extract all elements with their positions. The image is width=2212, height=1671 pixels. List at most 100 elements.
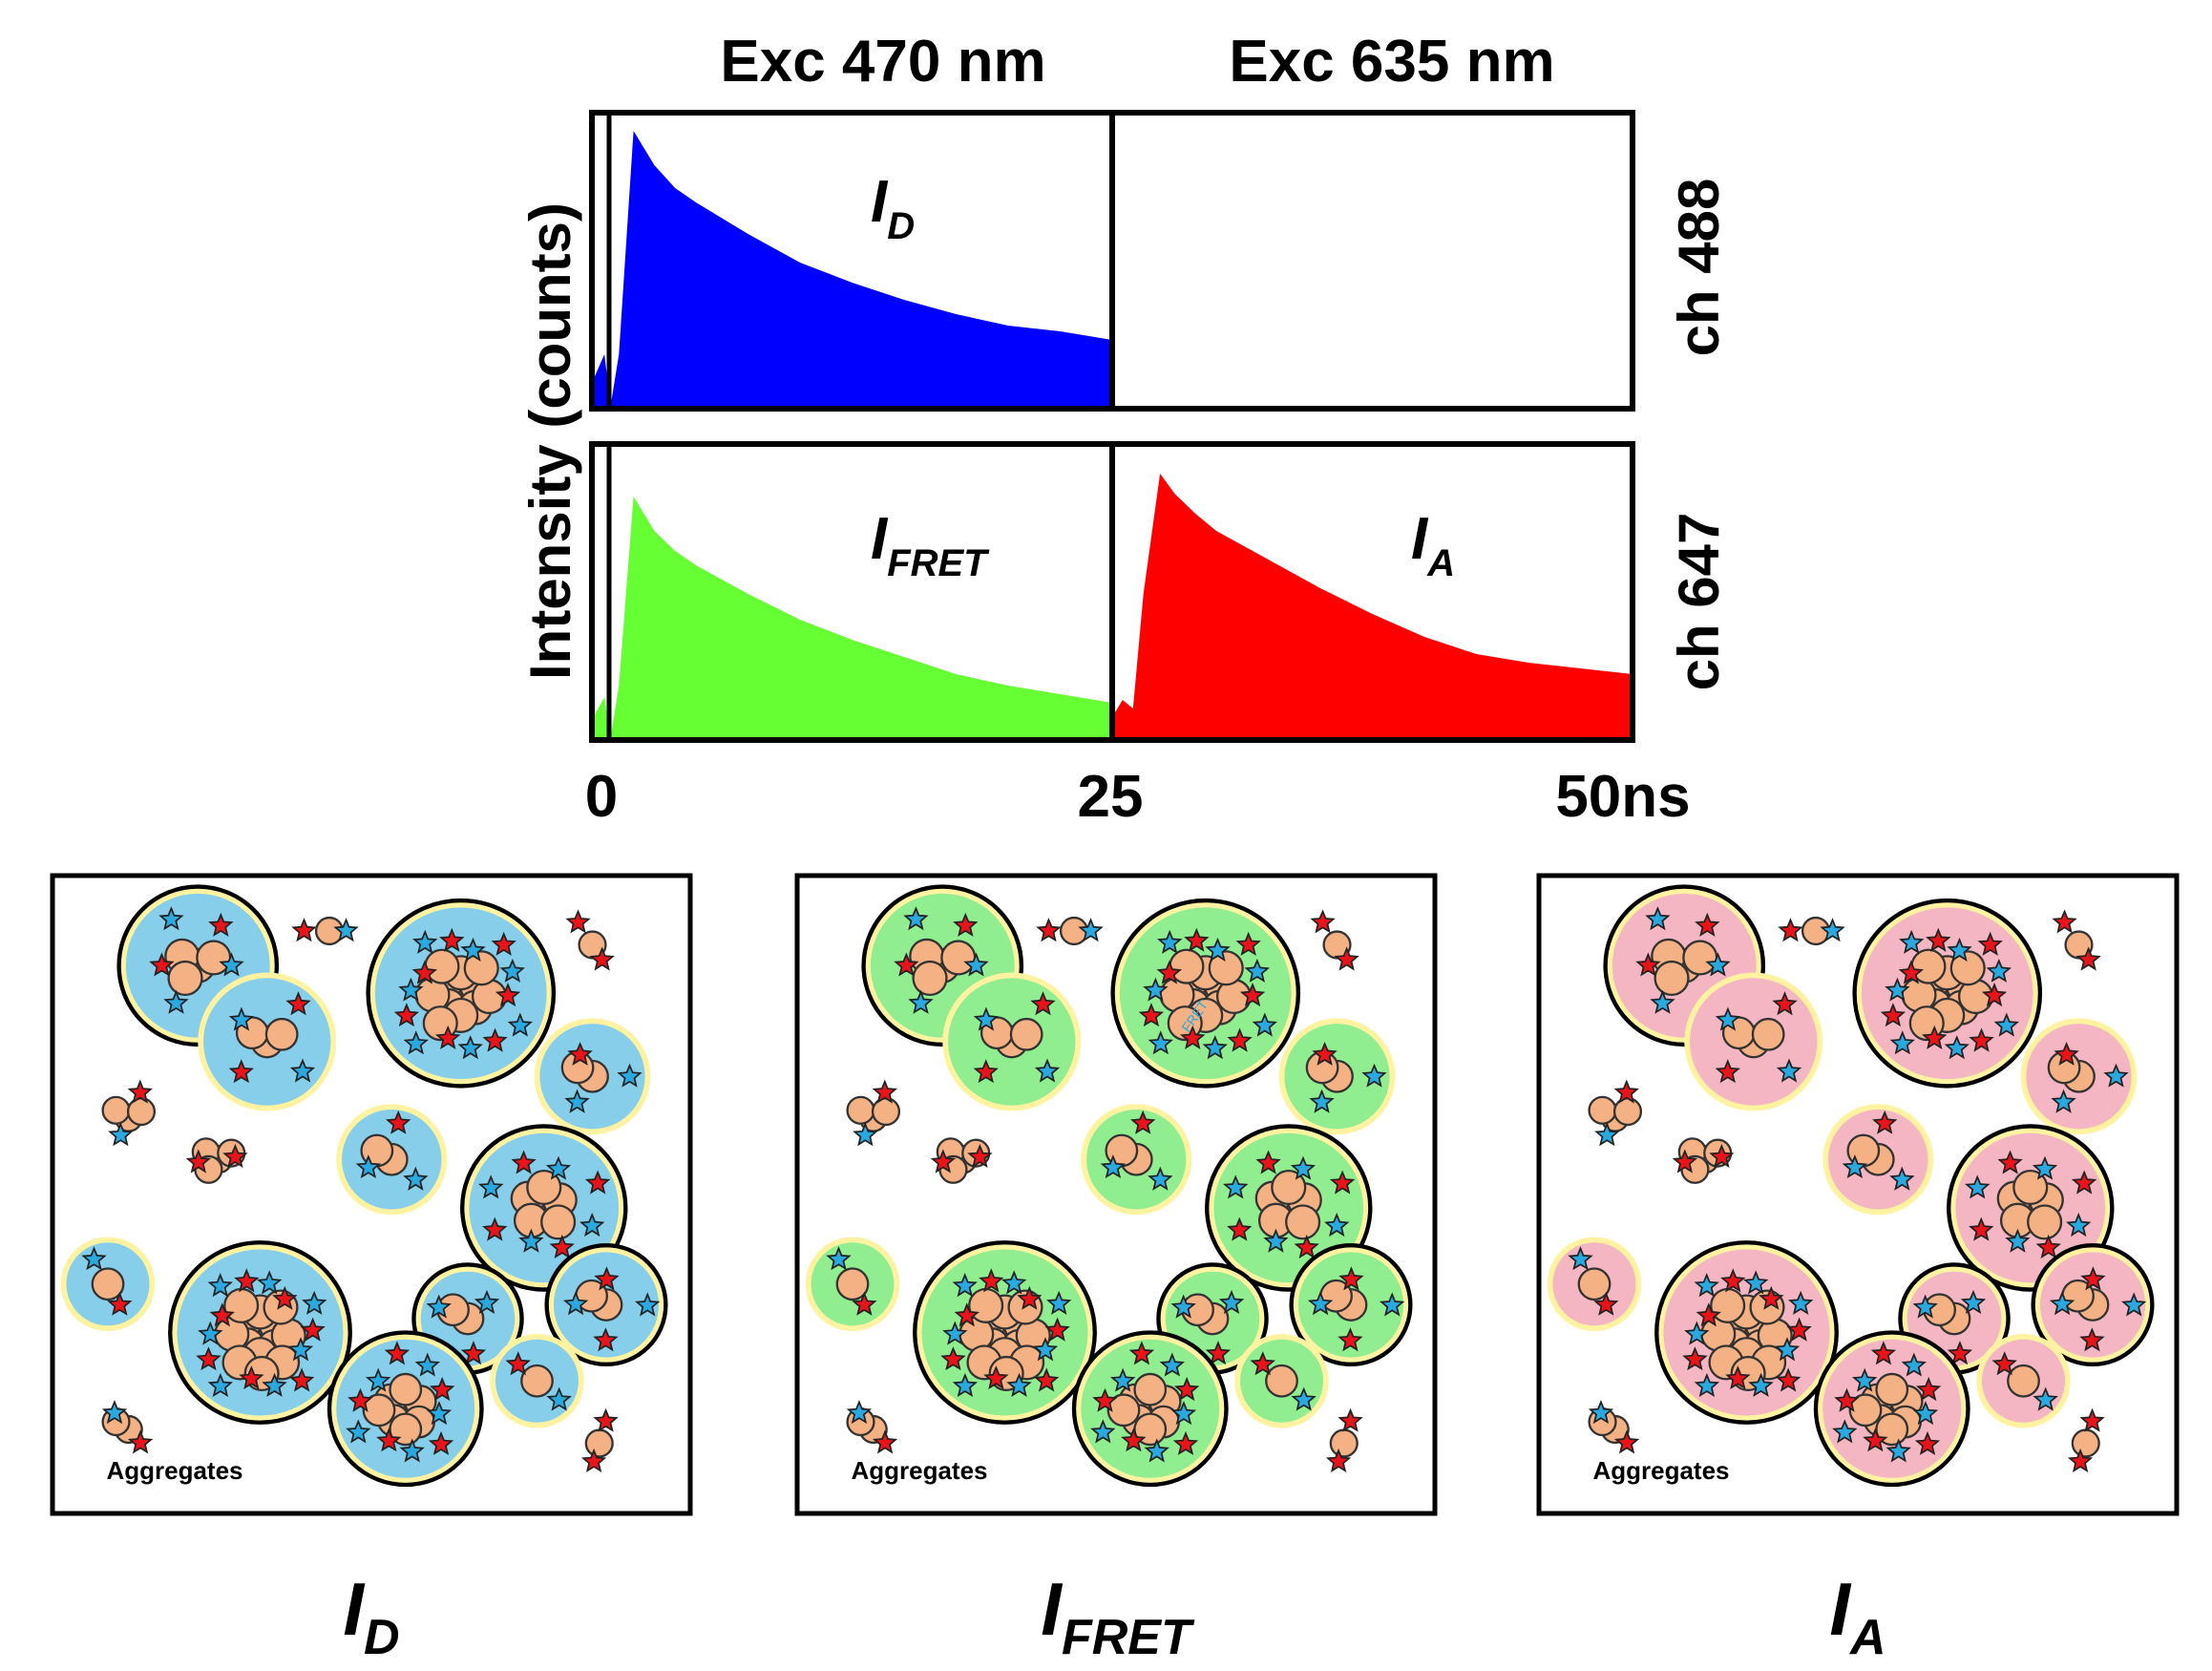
panel-title: IFRET (1041, 1567, 1195, 1665)
fluorophore-star-icon (1032, 1337, 1059, 1362)
protein-monomer (912, 960, 948, 997)
schematic-panel-1: Aggregates ID (50, 873, 693, 1665)
fluorophore-star-icon (1255, 1150, 1281, 1174)
series-label-ifret: IFRET (871, 506, 990, 584)
fluorophore-star-icon (2051, 1089, 2076, 1113)
fluorophore-star-icon (1997, 1150, 2023, 1174)
protein-monomer (463, 950, 499, 986)
fluorophore-star-icon (346, 1419, 371, 1444)
fluorophore-star-icon (1006, 1372, 1032, 1397)
protein-monomer (1949, 950, 1986, 986)
fluorophore-star-icon (1759, 1285, 1784, 1310)
fluorophore-star-icon (158, 906, 184, 931)
fluorophore-star-icon (1885, 1438, 1911, 1463)
fluorophore-star-icon (1981, 982, 2008, 1007)
fluorophore-star-icon (2071, 1170, 2097, 1195)
fluorophore-star-icon (460, 1341, 487, 1365)
fluorophore-star-icon (1969, 1216, 1994, 1241)
protein-monomer (1588, 1095, 1617, 1125)
fluorophore-star-icon (1100, 1154, 1127, 1179)
fluorophore-star-icon (2005, 1228, 2031, 1253)
protein-monomer (968, 1287, 1004, 1323)
fluorophore-star-icon (399, 1438, 425, 1463)
fluorophore-star-icon (1914, 1430, 1941, 1455)
aggregate-outline (116, 884, 280, 1047)
fluorophore-star-icon (1294, 1234, 1319, 1259)
fluorophore-star-icon (2075, 946, 2101, 971)
fluorophore-star-icon (2032, 1155, 2058, 1180)
fluorophore-star-icon (1748, 1372, 1774, 1397)
aggregate-outline (168, 1240, 352, 1425)
aggregate-outline (861, 884, 1024, 1047)
fluorophore-star-icon (1588, 1400, 1614, 1425)
fluorophore-star-icon (300, 1317, 326, 1342)
fluorophore-star-icon (384, 1341, 411, 1365)
fluorophore-star-icon (2080, 1266, 2106, 1291)
protein-monomer (223, 1287, 260, 1323)
fluorophore-star-icon (1239, 982, 1266, 1007)
fluorophore-star-icon (1034, 1058, 1061, 1083)
x-tick-0: 0 (585, 764, 618, 830)
fluorophore-star-icon (287, 1337, 314, 1362)
aggregate-outline (1654, 1240, 1839, 1425)
fluorophore-star-icon (1030, 991, 1056, 1016)
fluorophore-star-icon (1684, 1321, 1710, 1345)
fluorophore-star-icon (1001, 1270, 1027, 1295)
fluorophore-star-icon (852, 1291, 877, 1316)
fluorophore-star-icon (1788, 1290, 1814, 1315)
fluorophore-star-icon (1325, 1448, 1352, 1473)
fluorophore-star-icon (222, 1143, 248, 1169)
fluorophore-star-icon (398, 977, 424, 1002)
aggregate-outline (1110, 898, 1301, 1089)
fluorophore-star-icon (593, 1327, 619, 1352)
protein-monomer (1265, 1364, 1298, 1398)
fluorophore-star-icon (1786, 1317, 1812, 1342)
protein-monomer (584, 1428, 614, 1458)
fluorophore-star-icon (903, 906, 929, 931)
fluorophore-star-icon (1594, 1122, 1620, 1147)
fluorophore-star-icon (952, 1372, 979, 1398)
x-tick-50ns: 50ns (1555, 764, 1690, 830)
fluorophore-star-icon (1912, 1401, 1939, 1426)
aggregates-caption: Aggregates (1592, 1456, 1729, 1485)
fluorophore-star-icon (564, 1089, 590, 1113)
fluorophore-star-icon (1705, 952, 1731, 977)
fluorophore-star-icon (482, 1216, 508, 1241)
fluorophore-star-icon (1235, 931, 1261, 956)
fluorophore-star-icon (1138, 1003, 1165, 1027)
fluorophore-star-icon (1901, 1352, 1927, 1377)
fluorophore-star-icon (584, 1170, 611, 1195)
aggregates-caption: Aggregates (106, 1456, 242, 1485)
fluorophore-star-icon (127, 1079, 153, 1104)
fluorophore-star-icon (1184, 927, 1210, 952)
fluorophore-star-icon (207, 1372, 234, 1398)
fluorophore-star-icon (1743, 1270, 1769, 1295)
x-tick-25: 25 (1078, 764, 1144, 830)
fluorophore-star-icon (973, 1059, 999, 1084)
protein-monomer (264, 1017, 299, 1051)
aggregate-outline (913, 1240, 1097, 1425)
fluorophore-star-icon (1174, 1376, 1200, 1402)
fluorophore-star-icon (1309, 1089, 1335, 1113)
fluorophore-star-icon (412, 929, 438, 954)
fluorophore-star-icon (272, 1285, 298, 1310)
schematic-panel-3: Aggregates IA (1536, 873, 2180, 1665)
fluorophore-star-icon (1947, 1341, 1973, 1365)
fluorophore-star-icon (518, 1228, 544, 1253)
panel-title: IA (1829, 1567, 1885, 1665)
column-header-exc-470: Exc 470 nm (720, 29, 1045, 95)
fluorophore-star-icon (1291, 1386, 1317, 1411)
fluorophore-star-icon (846, 1400, 873, 1425)
fluorophore-star-icon (1170, 1294, 1196, 1319)
fluorophore-star-icon (872, 1079, 897, 1104)
fluorophore-star-icon (1613, 1429, 1640, 1454)
panel-contents (60, 884, 668, 1488)
protein-monomer (1654, 960, 1690, 997)
fluorophore-star-icon (108, 1122, 134, 1147)
fluorophore-star-icon (894, 952, 919, 977)
fluorophore-star-icon (979, 1268, 1004, 1293)
fluorophore-star-icon (428, 1430, 454, 1455)
protein-monomer (2027, 1204, 2063, 1240)
panel-contents (805, 884, 1413, 1488)
